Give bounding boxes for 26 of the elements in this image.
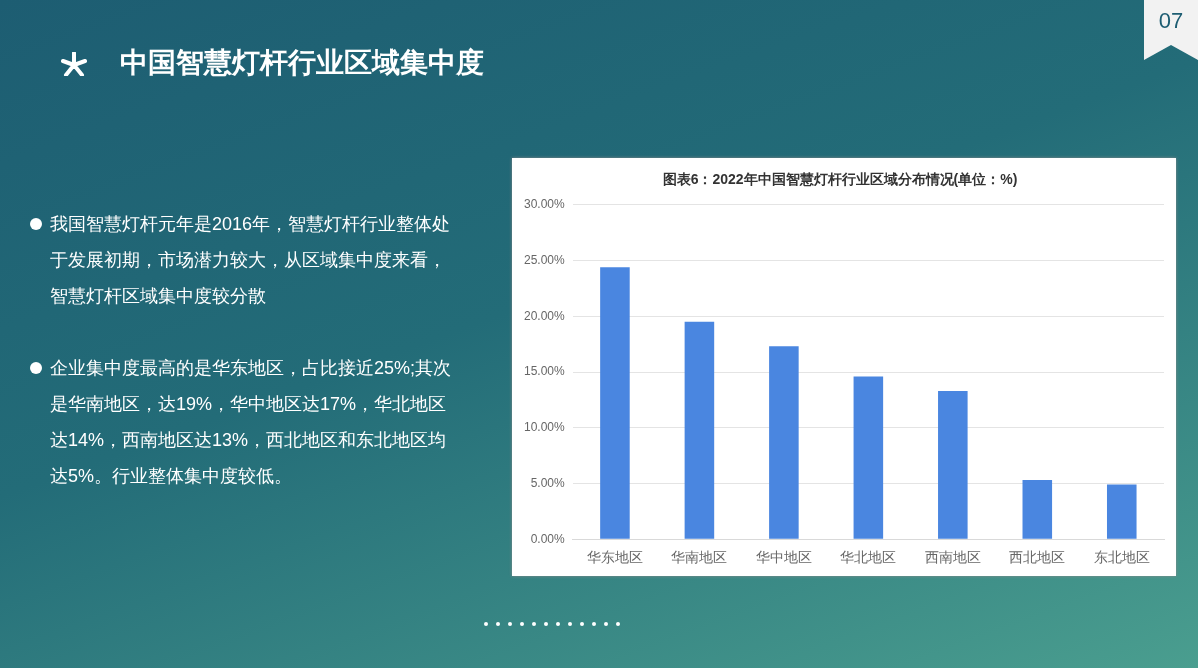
bar	[684, 321, 715, 539]
y-tick-label: 5.00%	[530, 475, 566, 490]
y-tick-label: 15.00%	[524, 364, 566, 379]
x-tick-label: 东北地区	[1093, 549, 1150, 566]
x-tick-label: 华东地区	[586, 549, 643, 566]
x-tick-label: 华南地区	[671, 549, 728, 566]
x-tick-label: 西南地区	[924, 549, 981, 566]
y-tick-label: 20.00%	[524, 308, 566, 323]
x-tick-label: 华北地区	[840, 549, 897, 566]
x-tick-label: 华中地区	[755, 549, 812, 566]
bar	[600, 267, 630, 539]
text: 中国智慧灯杆行业区域集中度	[120, 46, 484, 80]
bar	[1022, 480, 1053, 539]
chart-title: 图表6：2022年中国智慧灯杆行业区域分布情况(单位：%)	[662, 171, 1018, 188]
text: 企业集中度最高的是华东地区，占比接近25%;其次是华南地区，达19%，华中地区达17%，华北地区达14%，西南地区达13%，西北地区和东北地区均达5%。行业整体集中度较低。	[50, 357, 453, 488]
bar	[1106, 484, 1137, 539]
y-tick-label: 25.00%	[524, 252, 566, 267]
bar	[938, 390, 968, 539]
y-tick-label: 0.00%	[530, 531, 566, 546]
y-tick-label: 10.00%	[524, 420, 566, 435]
bar	[769, 346, 799, 539]
x-tick-label: 西北地区	[1009, 549, 1066, 566]
y-tick-label: 30.00%	[524, 197, 566, 212]
bar	[853, 376, 884, 539]
text: 我国智慧灯杆元年是2016年，智慧灯杆行业整体处于发展初期，市场潜力较大，从区域集中度来看，智慧灯杆区域集中度较分散	[50, 213, 452, 308]
text: 07	[1157, 8, 1185, 34]
